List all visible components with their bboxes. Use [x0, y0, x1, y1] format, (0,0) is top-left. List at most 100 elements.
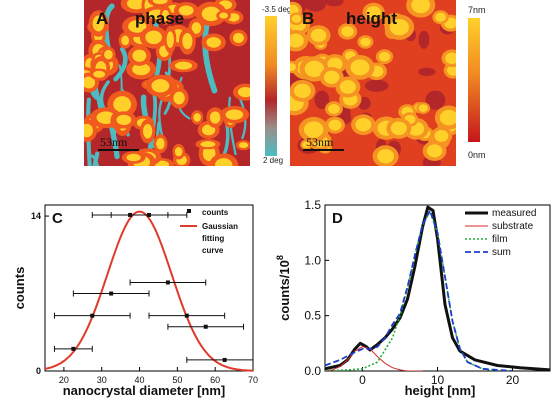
height-grain-top: [447, 65, 456, 76]
d-legend-label: film: [492, 234, 508, 245]
phase-grain-core: [151, 79, 170, 93]
panel-d-ylabel: counts/108: [275, 255, 292, 321]
height-grain-top: [291, 14, 302, 23]
c-xtick-label: 40: [135, 375, 145, 385]
phase-grain-core: [152, 0, 168, 5]
phase-grain-core: [206, 37, 221, 48]
phase-grain-core: [173, 91, 185, 105]
phase-grain-core: [178, 5, 194, 16]
height-grain-top: [411, 0, 431, 14]
d-xtick-label: 0: [359, 373, 366, 387]
height-valley: [425, 90, 446, 110]
c-ytick-label: 0: [36, 366, 41, 376]
height-grain-top: [339, 80, 356, 94]
phase-grain-core: [225, 109, 244, 120]
phase-grain-core: [126, 0, 146, 10]
phase-grain-core: [92, 15, 105, 32]
height-grain-top: [323, 70, 340, 84]
c-count-point: [71, 346, 76, 351]
d-xtick-label: 20: [506, 373, 520, 387]
panel-a-colorbar-max: -3.5 deg: [262, 5, 291, 14]
legend-fit-label-2: fitting: [202, 234, 224, 243]
panel-b-scalebar-label: 53nm: [306, 135, 334, 149]
legend-counts-label: counts: [202, 208, 229, 217]
panel-b-colorbar: [468, 18, 480, 142]
height-grain-top: [360, 37, 371, 47]
height-texture: [290, 0, 456, 166]
phase-grain-core: [166, 31, 174, 48]
c-count-point: [203, 324, 208, 329]
phase-grain-core: [104, 49, 113, 60]
height-grain-top: [303, 121, 324, 138]
phase-grain-core: [191, 22, 202, 34]
phase-grain-core: [201, 6, 221, 22]
afm-phase-panel: A phase 53nm -3.5 deg 2 deg: [84, 0, 291, 166]
d-series-substrate: [325, 346, 423, 371]
c-count-point: [109, 291, 114, 296]
c-count-point: [147, 212, 151, 217]
height-grain-top: [434, 130, 449, 142]
c-xtick-label: 50: [172, 375, 182, 385]
phase-grain-core: [116, 114, 132, 126]
phase-boundary: [157, 157, 166, 166]
phase-grain-core: [202, 145, 216, 162]
d-ytick-label: 1.5: [304, 198, 321, 212]
panel-a-colorbar-min: 2 deg: [263, 156, 283, 165]
diameter-chart: C 20 30 40 50 60 70 0 14 nanocrystal diameter […: [12, 204, 258, 398]
phase-grain-core: [233, 32, 244, 44]
height-grain-top: [341, 26, 354, 37]
phase-grain-core: [132, 63, 151, 76]
panel-c-xlabel: nanocrystal diameter [nm]: [63, 383, 226, 398]
legend-fit-label-1: Gaussian: [202, 222, 238, 231]
phase-grain-core: [182, 33, 193, 50]
phase-grain-core: [219, 12, 229, 19]
height-grain-top: [294, 83, 311, 98]
height-grain-top: [377, 149, 395, 164]
height-grain-top: [355, 117, 372, 132]
phase-grain-core: [128, 20, 147, 33]
height-grain-top: [389, 19, 409, 36]
height-grain-top: [439, 109, 456, 126]
phase-grain-core: [143, 123, 153, 139]
phase-grain-core: [238, 142, 249, 149]
c-xtick-label: 20: [59, 375, 69, 385]
d-ytick-label: 0.0: [304, 364, 321, 378]
phase-grain-core: [209, 111, 221, 124]
phase-grain-core: [201, 124, 216, 136]
afm-height-panel: B height 53nm 7nm 0nm: [290, 0, 486, 166]
phase-grain-core: [200, 141, 216, 148]
phase-grain-core: [174, 146, 183, 157]
phase-grain-core: [193, 113, 201, 122]
panel-c-legend: counts Gaussian fitting curve: [180, 208, 238, 255]
phase-texture: [84, 0, 250, 166]
panel-c-frame: [44, 204, 254, 372]
height-grain-top: [426, 144, 443, 158]
d-series-film: [325, 210, 498, 371]
phase-grain-core: [84, 123, 93, 138]
height-grain-top: [350, 59, 370, 76]
height-valley: [418, 67, 436, 77]
phase-boundary: [92, 151, 100, 166]
c-xtick-label: 70: [248, 375, 258, 385]
panel-b-letter: B: [302, 9, 314, 28]
panel-d-legend: measured substrate film sum: [465, 208, 536, 258]
c-count-point: [184, 313, 189, 318]
legend-fit-label-3: curve: [202, 246, 224, 255]
phase-grain-core: [156, 138, 165, 150]
phase-grain-core: [84, 76, 96, 89]
phase-boundary: [202, 19, 218, 94]
height-valley: [314, 90, 330, 110]
phase-grain-core: [126, 153, 141, 162]
panel-d-ylabel-group: counts/108: [275, 255, 292, 321]
d-xtick-label: 10: [431, 373, 445, 387]
phase-grain-core: [121, 35, 130, 46]
c-xtick-label: 30: [97, 375, 107, 385]
height-grain-top: [366, 6, 381, 19]
d-legend-label: substrate: [492, 221, 534, 232]
height-grain-top: [328, 119, 342, 131]
phase-grain-core: [161, 9, 170, 22]
height-grain-top: [445, 52, 456, 64]
phase-grain-core: [113, 96, 132, 113]
panel-d-xlabel: height [nm]: [405, 383, 476, 398]
